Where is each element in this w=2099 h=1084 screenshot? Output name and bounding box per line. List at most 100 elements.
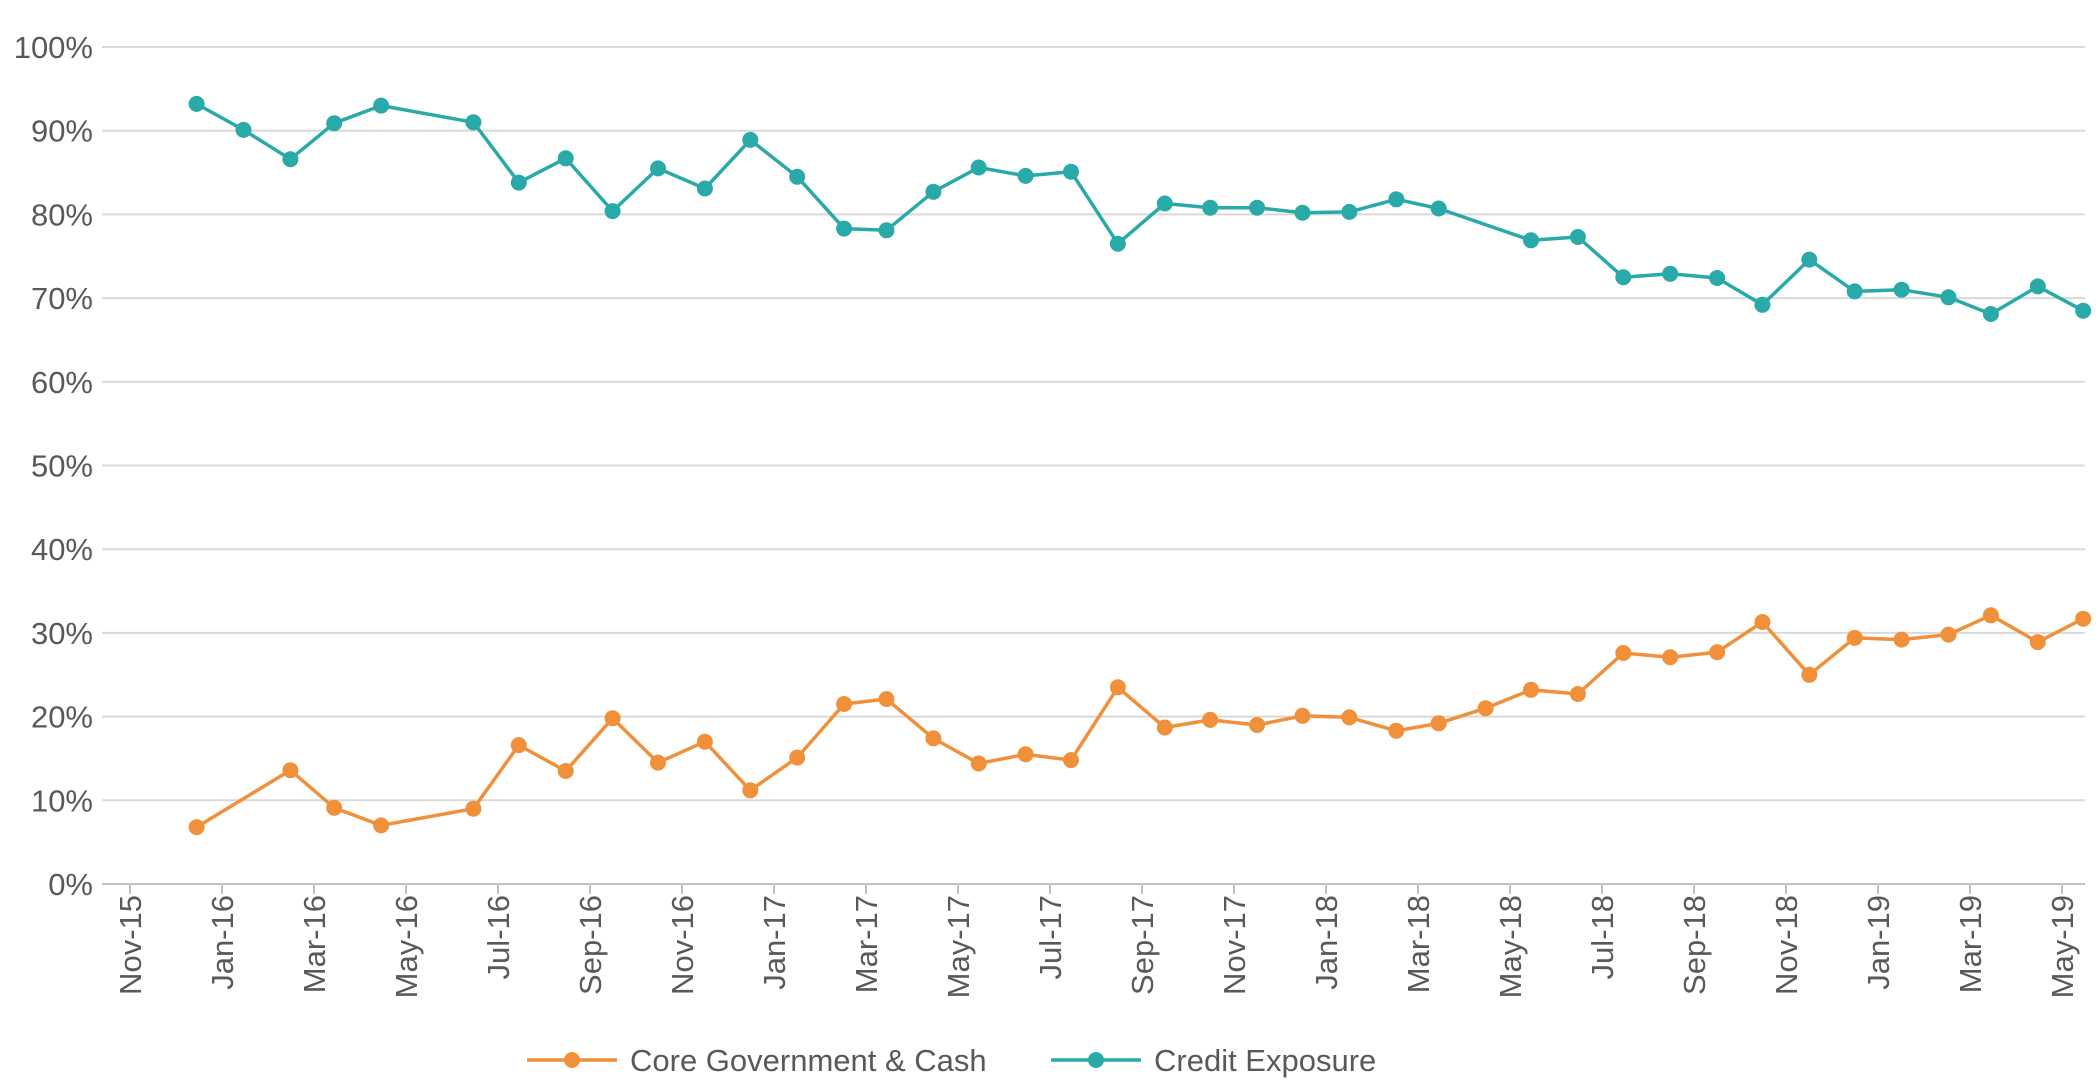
data-point	[2029, 278, 2046, 295]
x-tick-label: Jan-18	[1309, 895, 1344, 990]
gridlines	[102, 46, 2085, 885]
y-tick-label: 60%	[31, 365, 93, 400]
data-point	[373, 97, 390, 114]
data-point	[1430, 200, 1447, 217]
data-point	[789, 749, 806, 766]
data-point	[1709, 644, 1726, 661]
x-tick-label: Sep-17	[1125, 895, 1160, 995]
data-point	[970, 159, 987, 176]
data-point	[836, 220, 853, 237]
data-point	[1615, 645, 1632, 661]
data-point	[1801, 251, 1818, 268]
data-point	[1341, 203, 1358, 220]
data-point	[1662, 265, 1679, 282]
data-point	[1202, 711, 1219, 728]
data-point	[696, 733, 713, 750]
data-point	[1294, 707, 1311, 724]
y-tick-label: 10%	[31, 783, 93, 818]
data-point	[650, 754, 666, 771]
data-point	[1249, 717, 1266, 733]
legend-swatch-marker	[564, 1052, 580, 1068]
y-tick-label: 20%	[31, 700, 93, 735]
x-tick-label: Mar-18	[1401, 895, 1436, 993]
y-axis-ticks: 0% 10% 20% 30% 40% 50% 60% 70% 80% 90% 100%	[14, 30, 93, 902]
data-point	[510, 174, 527, 191]
data-point	[1893, 631, 1910, 648]
data-point	[557, 763, 574, 779]
data-point	[970, 755, 987, 772]
data-point	[1801, 666, 1818, 683]
data-point	[1940, 626, 1957, 643]
data-point	[1063, 752, 1079, 769]
data-point	[1109, 679, 1126, 696]
x-tick-label: Mar-17	[849, 895, 884, 993]
data-point	[789, 168, 806, 185]
data-point	[510, 737, 527, 754]
data-point	[1982, 306, 1999, 322]
data-point	[1940, 289, 1957, 306]
data-point	[1846, 629, 1863, 646]
x-tick-label: Nov-18	[1769, 895, 1804, 995]
x-tick-label: Nov-15	[113, 895, 148, 995]
data-point	[1294, 204, 1311, 221]
x-axis-ticks: Nov-15 Jan-16 Mar-16 May-16 Jul-16 Sep-16 Nov-…	[113, 884, 2080, 998]
data-point	[925, 183, 942, 200]
data-point	[1388, 191, 1405, 208]
data-point	[1569, 229, 1586, 245]
data-point	[235, 121, 252, 138]
data-point	[373, 817, 390, 834]
legend-label: Core Government & Cash	[630, 1043, 987, 1078]
data-point	[1017, 167, 1034, 184]
data-point	[465, 800, 482, 817]
x-tick-label: May-19	[2045, 895, 2080, 998]
y-tick-label: 30%	[31, 616, 93, 651]
data-point	[282, 762, 299, 779]
x-tick-label: Nov-17	[1217, 895, 1252, 995]
data-point	[1754, 296, 1771, 313]
data-point	[604, 710, 621, 727]
data-point	[1662, 649, 1679, 666]
data-point	[1388, 722, 1405, 739]
data-point	[1982, 607, 1999, 624]
x-tick-label: Nov-16	[665, 895, 700, 995]
data-point	[925, 730, 942, 747]
data-point	[1430, 715, 1447, 732]
data-point	[878, 691, 895, 707]
legend-label: Credit Exposure	[1154, 1043, 1376, 1078]
x-tick-label: Sep-16	[573, 895, 608, 995]
data-point	[1249, 199, 1266, 216]
legend: Core Government & Cash Credit Exposure	[527, 1043, 1376, 1078]
data-point	[878, 222, 895, 239]
data-point	[1017, 746, 1034, 763]
series-line	[195, 613, 2085, 829]
y-tick-label: 80%	[31, 197, 93, 232]
data-point	[1202, 199, 1219, 216]
data-point	[326, 115, 343, 132]
data-point	[188, 819, 205, 836]
data-point	[604, 203, 621, 220]
y-tick-label: 0%	[48, 867, 93, 902]
x-tick-label: Jul-17	[1033, 895, 1068, 979]
data-point	[1615, 269, 1632, 286]
data-point	[1523, 232, 1539, 249]
legend-swatch-marker	[1088, 1052, 1104, 1068]
x-tick-label: Jul-18	[1585, 895, 1620, 979]
data-point	[465, 114, 482, 131]
x-tick-label: Sep-18	[1677, 895, 1712, 995]
y-tick-label: 50%	[31, 449, 93, 484]
data-point	[1709, 270, 1726, 286]
data-point	[742, 782, 759, 799]
x-tick-label: Jul-16	[481, 895, 516, 979]
data-point	[1569, 686, 1586, 702]
y-tick-label: 70%	[31, 281, 93, 316]
series-1	[188, 95, 2092, 322]
data-point	[2075, 302, 2092, 319]
legend-item: Credit Exposure	[1051, 1043, 1376, 1078]
data-point	[742, 131, 759, 148]
data-point	[1477, 700, 1494, 717]
data-point	[836, 696, 853, 712]
x-tick-label: May-16	[389, 895, 424, 998]
series-line	[195, 102, 2085, 316]
